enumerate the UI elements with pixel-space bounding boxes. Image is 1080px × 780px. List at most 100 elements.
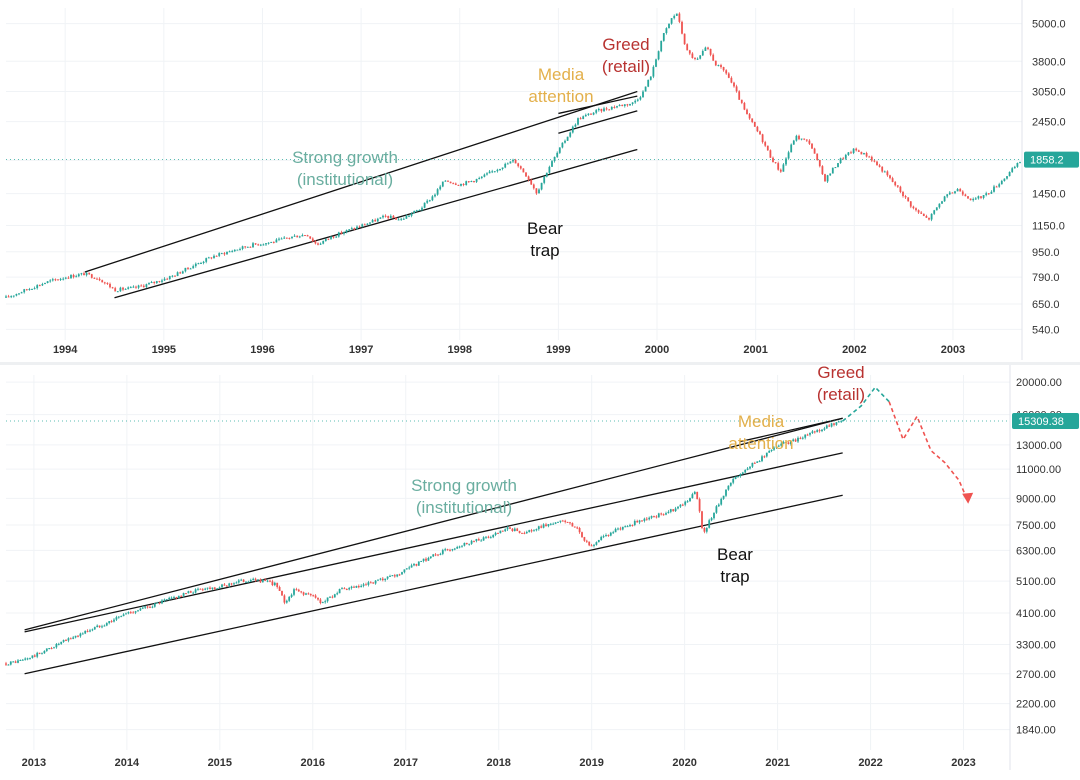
candle-body <box>324 238 327 242</box>
candle-body <box>547 524 550 527</box>
candle-body <box>844 154 847 159</box>
candle-body <box>179 272 182 274</box>
x-tick-label: 2000 <box>645 344 669 356</box>
candle-body <box>129 287 132 289</box>
candle-body <box>683 33 686 45</box>
candle-body <box>194 589 197 593</box>
candle-body <box>686 44 689 51</box>
candle-body <box>240 579 243 581</box>
candle-body <box>163 278 166 281</box>
candle-body <box>478 177 481 179</box>
candle-body <box>804 434 807 438</box>
candle-body <box>449 181 452 184</box>
candle-body <box>307 593 310 595</box>
candle-body <box>595 542 598 545</box>
candle-body <box>749 466 751 469</box>
candle-body <box>181 271 184 274</box>
candle-body <box>660 513 663 515</box>
candle-body <box>485 536 487 538</box>
candle-body <box>330 236 332 239</box>
candle-body <box>521 532 523 534</box>
candle-body <box>174 275 176 277</box>
candle-body <box>765 452 768 457</box>
candle-body <box>569 132 572 137</box>
chart-panel-bottom: 20000.0016000.0013000.0011000.009000.007… <box>0 365 1080 780</box>
y-tick-label: 950.0 <box>1032 247 1060 259</box>
candle-body <box>593 544 595 546</box>
candle-body <box>647 79 650 87</box>
candle-body <box>298 236 301 238</box>
candle-body <box>261 579 264 583</box>
candle-body <box>410 213 413 216</box>
candle-body <box>428 200 431 202</box>
candle-body <box>564 520 567 522</box>
candle-body <box>735 86 738 92</box>
candle-body <box>701 50 704 56</box>
candle-body <box>581 532 583 538</box>
candle-body <box>405 215 408 219</box>
candle-body <box>393 575 396 577</box>
candle-body <box>441 181 444 187</box>
candle-body <box>617 528 619 530</box>
candle-body <box>566 521 569 523</box>
annotation-greed: Greed <box>817 365 864 382</box>
candle-body <box>655 59 657 67</box>
candle-body <box>333 594 336 598</box>
candle-body <box>439 186 442 190</box>
candle-body <box>288 237 291 239</box>
candle-body <box>280 238 283 240</box>
candle-body <box>389 575 391 577</box>
candle-body <box>946 194 949 197</box>
annotation-media: attention <box>728 434 793 453</box>
candle-body <box>376 218 379 222</box>
candle-body <box>148 283 150 285</box>
candle-body <box>153 603 156 607</box>
candle-body <box>689 498 691 502</box>
candle-body <box>245 581 247 583</box>
candle-body <box>806 434 809 436</box>
candle-body <box>972 198 975 201</box>
candle-body <box>482 537 485 541</box>
x-tick-label: 1998 <box>448 344 472 356</box>
candle-body <box>545 524 547 527</box>
candle-body <box>795 135 798 141</box>
candle-body <box>337 232 340 237</box>
candle-body <box>142 285 145 287</box>
candle-body <box>262 244 265 246</box>
candle-body <box>17 660 19 663</box>
candle-body <box>761 456 763 462</box>
candle-body <box>24 658 27 660</box>
candle-body <box>156 602 159 604</box>
candle-body <box>210 257 213 259</box>
candle-body <box>124 288 127 290</box>
candle-body <box>789 440 792 444</box>
candle-body <box>173 597 175 599</box>
candle-body <box>57 279 59 281</box>
candle-body <box>431 196 434 201</box>
candle-body <box>1000 180 1003 185</box>
candle-body <box>504 163 507 168</box>
candle-body <box>369 222 371 224</box>
candle-body <box>381 578 384 581</box>
candle-body <box>145 284 148 287</box>
candle-body <box>556 152 559 157</box>
candle-body <box>790 144 793 153</box>
candle-body <box>211 587 214 590</box>
candle-body <box>26 658 29 660</box>
candle-body <box>326 597 329 602</box>
candle-body <box>708 520 711 528</box>
candle-body <box>244 246 247 248</box>
candle-body <box>392 215 395 218</box>
candle-body <box>374 219 377 222</box>
candle-body <box>746 109 748 115</box>
candle-body <box>518 530 521 533</box>
candle-body <box>5 663 7 665</box>
candle-body <box>811 431 814 433</box>
candle-body <box>125 613 127 615</box>
candle-body <box>766 145 769 151</box>
candle-body <box>501 530 504 532</box>
candle-body <box>410 565 413 568</box>
candle-body <box>21 659 24 661</box>
annotation-media: Media <box>538 65 585 84</box>
candle-body <box>595 110 598 113</box>
